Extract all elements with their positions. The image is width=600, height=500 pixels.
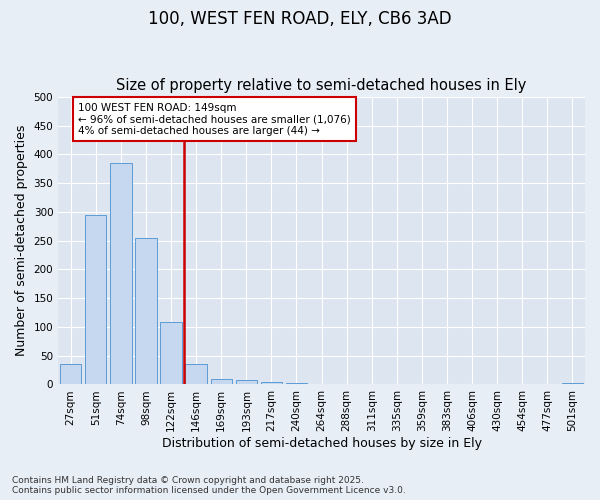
Bar <box>136 238 157 384</box>
Bar <box>60 364 82 384</box>
Bar <box>110 163 131 384</box>
Y-axis label: Number of semi-detached properties: Number of semi-detached properties <box>15 125 28 356</box>
Text: 100, WEST FEN ROAD, ELY, CB6 3AD: 100, WEST FEN ROAD, ELY, CB6 3AD <box>148 10 452 28</box>
Bar <box>236 380 257 384</box>
Text: 100 WEST FEN ROAD: 149sqm
← 96% of semi-detached houses are smaller (1,076)
4% o: 100 WEST FEN ROAD: 149sqm ← 96% of semi-… <box>78 102 351 136</box>
X-axis label: Distribution of semi-detached houses by size in Ely: Distribution of semi-detached houses by … <box>161 437 482 450</box>
Text: Contains HM Land Registry data © Crown copyright and database right 2025.
Contai: Contains HM Land Registry data © Crown c… <box>12 476 406 495</box>
Bar <box>185 364 207 384</box>
Bar <box>261 382 282 384</box>
Bar <box>562 382 583 384</box>
Bar <box>286 382 307 384</box>
Bar <box>160 322 182 384</box>
Bar <box>85 215 106 384</box>
Title: Size of property relative to semi-detached houses in Ely: Size of property relative to semi-detach… <box>116 78 527 93</box>
Bar <box>211 378 232 384</box>
